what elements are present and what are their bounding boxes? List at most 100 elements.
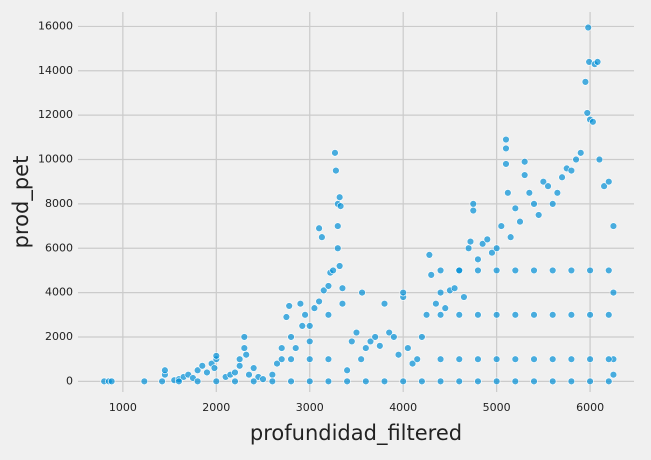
- point: [530, 311, 538, 319]
- point: [544, 182, 552, 190]
- point: [425, 251, 434, 259]
- x-tick-label: 1000: [109, 401, 137, 414]
- point: [335, 262, 344, 270]
- point: [530, 355, 538, 363]
- point: [334, 244, 342, 252]
- point: [502, 135, 510, 144]
- point: [511, 355, 520, 363]
- point: [492, 266, 501, 275]
- point: [549, 377, 557, 386]
- y-tick-label: 4000: [45, 286, 73, 299]
- x-tick-label: 3000: [296, 401, 324, 414]
- point: [422, 311, 431, 319]
- x-tick-label: 4000: [389, 401, 417, 414]
- point: [242, 351, 250, 359]
- point: [193, 377, 202, 386]
- point: [324, 355, 333, 363]
- point: [502, 144, 510, 153]
- point: [249, 377, 258, 386]
- point: [549, 355, 557, 363]
- point: [441, 304, 449, 312]
- point: [502, 160, 510, 168]
- point: [520, 171, 529, 179]
- point: [506, 233, 515, 241]
- point: [586, 311, 594, 319]
- point: [158, 377, 166, 386]
- point: [329, 266, 337, 275]
- point: [567, 166, 576, 175]
- y-axis-label: prod_pet: [9, 156, 34, 249]
- point: [335, 193, 344, 201]
- point: [331, 149, 339, 157]
- point: [436, 355, 445, 363]
- point: [285, 302, 293, 310]
- point: [358, 288, 366, 297]
- point: [516, 217, 524, 226]
- point: [282, 313, 291, 321]
- point: [497, 222, 506, 230]
- y-tick-label: 0: [66, 374, 73, 387]
- point: [558, 173, 566, 181]
- point: [436, 377, 445, 386]
- point: [432, 300, 440, 308]
- y-tick-label: 8000: [45, 197, 73, 210]
- point: [511, 377, 520, 386]
- point: [609, 222, 618, 230]
- x-tick-label: 2000: [202, 401, 230, 414]
- point: [567, 266, 576, 275]
- point: [278, 355, 286, 363]
- point: [492, 244, 501, 252]
- point: [436, 266, 445, 275]
- point: [404, 344, 412, 352]
- point: [380, 377, 389, 386]
- point: [455, 355, 463, 363]
- point: [268, 377, 277, 386]
- point: [318, 233, 326, 241]
- point: [511, 204, 520, 213]
- point: [268, 370, 277, 379]
- point: [306, 337, 314, 346]
- point: [306, 377, 314, 386]
- point: [413, 355, 421, 363]
- y-tick-label: 12000: [38, 108, 73, 121]
- point: [549, 266, 557, 275]
- point: [492, 311, 501, 319]
- point: [581, 78, 590, 86]
- point: [584, 23, 592, 32]
- point: [530, 266, 538, 275]
- point: [338, 300, 347, 308]
- point: [577, 149, 585, 157]
- point: [474, 377, 482, 386]
- point: [553, 189, 562, 197]
- point: [605, 355, 613, 363]
- point: [427, 271, 435, 279]
- point: [231, 368, 239, 377]
- point: [583, 109, 591, 117]
- point: [324, 377, 333, 386]
- point: [324, 282, 333, 290]
- point: [366, 337, 375, 346]
- point: [567, 355, 576, 363]
- point: [399, 288, 407, 297]
- point: [362, 344, 370, 352]
- point: [306, 355, 314, 363]
- point: [455, 266, 463, 275]
- point: [474, 255, 482, 264]
- y-tick-label: 14000: [38, 64, 73, 77]
- point: [474, 311, 482, 319]
- point: [455, 377, 463, 386]
- point: [287, 333, 295, 341]
- point: [390, 333, 398, 341]
- point: [511, 266, 520, 275]
- point: [408, 359, 417, 368]
- point: [436, 311, 445, 319]
- point: [212, 377, 220, 386]
- point: [483, 235, 491, 244]
- point: [609, 370, 618, 379]
- point: [530, 200, 538, 208]
- point: [203, 368, 211, 377]
- point: [348, 337, 356, 346]
- point: [306, 322, 314, 330]
